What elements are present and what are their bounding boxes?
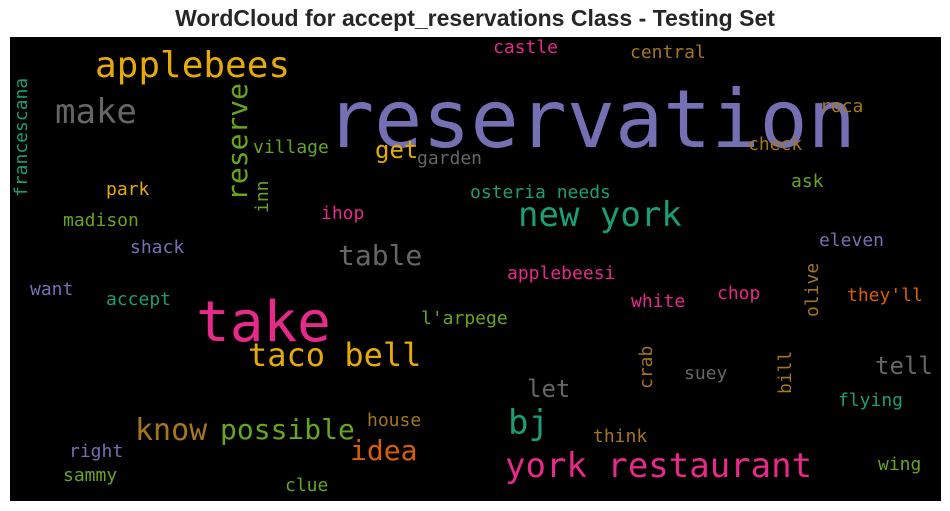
word-madison: madison — [63, 210, 139, 231]
word-applebeesi: applebeesi — [507, 263, 616, 284]
word-sammy: sammy — [63, 465, 118, 486]
word-table: table — [338, 239, 423, 272]
chart-title: WordCloud for accept_reservations Class … — [175, 5, 775, 31]
word-taco-bell: taco bell — [248, 336, 422, 374]
word-clue: clue — [285, 475, 329, 496]
word-flying: flying — [838, 390, 904, 411]
word-white: white — [631, 291, 686, 312]
word-they-ll: they'll — [847, 285, 923, 306]
word-know: know — [135, 413, 208, 448]
word-ask: ask — [791, 171, 824, 192]
word-crab: crab — [636, 345, 657, 389]
word-bj: bj — [508, 403, 549, 443]
word-cloud-canvas: reservation take applebees new york taco bel… — [10, 37, 941, 501]
word-make: make — [55, 92, 137, 132]
word-castle: castle — [493, 37, 559, 58]
word-idea: idea — [350, 434, 418, 467]
word-roca: roca — [820, 96, 864, 117]
word-want: want — [30, 279, 74, 300]
word-reserve: reserve — [221, 82, 254, 201]
word-think: think — [593, 426, 648, 447]
word-suey: suey — [684, 363, 728, 384]
word-applebees: applebees — [95, 45, 291, 86]
word-eleven: eleven — [819, 230, 885, 251]
word-olive: olive — [802, 262, 823, 317]
word-york-restaurant: york restaurant — [505, 446, 813, 486]
word-l-arpege: l'arpege — [421, 308, 508, 329]
word-bill: bill — [775, 350, 796, 394]
word-inn: inn — [252, 180, 273, 213]
word-house: house — [367, 410, 422, 431]
word-shack: shack — [130, 237, 185, 258]
word-garden: garden — [417, 148, 483, 169]
word-get: get — [375, 136, 419, 164]
word-take: take — [196, 290, 331, 355]
word-central: central — [630, 42, 706, 63]
word-chop: chop — [717, 283, 761, 304]
word-let: let — [527, 375, 571, 403]
word-park: park — [106, 179, 150, 200]
word-village: village — [253, 137, 329, 158]
word-ihop: ihop — [321, 203, 365, 224]
word-accept: accept — [106, 289, 172, 310]
word-osteria-needs: osteria needs — [470, 182, 611, 203]
word-francescana: francescana — [11, 77, 32, 197]
word-right: right — [69, 441, 124, 462]
word-check: check — [748, 134, 803, 155]
word-wing: wing — [878, 454, 922, 475]
word-reservation: reservation — [326, 73, 856, 166]
word-new-york: new york — [518, 195, 682, 235]
word-tell: tell — [875, 352, 933, 380]
word-possible: possible — [220, 413, 355, 446]
